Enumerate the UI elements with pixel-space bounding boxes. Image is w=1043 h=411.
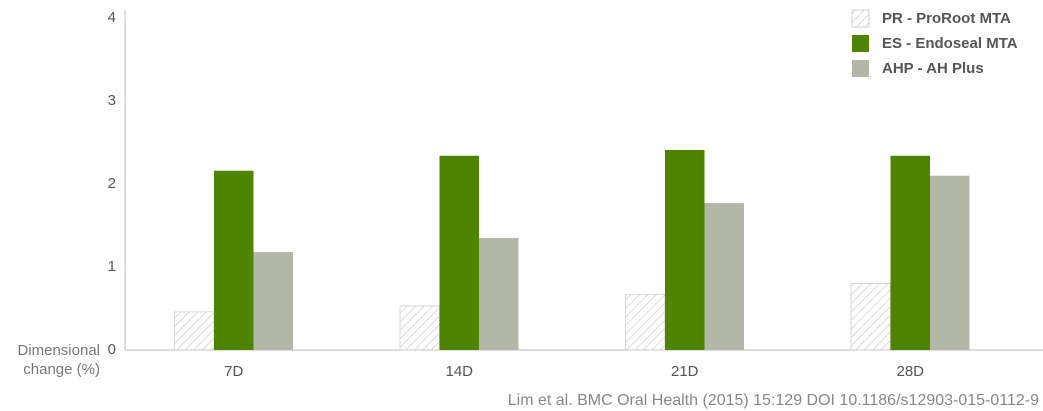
bar	[704, 203, 744, 350]
y-tick-label: 4	[108, 9, 116, 26]
bar	[890, 155, 930, 350]
y-tick-label: 3	[108, 92, 116, 109]
legend-swatch	[852, 35, 869, 52]
legend-label: PR - ProRoot MTA	[882, 10, 1011, 27]
legend-swatch	[851, 9, 870, 28]
bar	[625, 293, 666, 351]
y-tick-label: 2	[108, 175, 116, 192]
x-tick-label: 21D	[671, 363, 699, 380]
legend-swatch	[852, 60, 869, 77]
legend-label: AHP - AH Plus	[882, 60, 984, 77]
bar	[439, 155, 479, 350]
bar	[399, 305, 440, 351]
bar	[930, 175, 970, 350]
bar	[253, 252, 293, 350]
y-tick-label: 0	[108, 341, 116, 358]
y-tick-label: 1	[108, 258, 116, 275]
bar	[665, 149, 705, 350]
bar	[479, 237, 519, 350]
bar	[174, 311, 215, 351]
source-note: Lim et al. BMC Oral Health (2015) 15:129…	[507, 392, 1039, 409]
y-axis-label: Dimensional change (%)	[17, 342, 100, 378]
legend-label: ES - Endoseal MTA	[882, 35, 1018, 52]
x-tick-label: 28D	[896, 363, 924, 380]
bar	[214, 170, 254, 350]
x-tick-label: 14D	[445, 363, 473, 380]
bar	[850, 283, 891, 351]
x-tick-label: 7D	[224, 363, 243, 380]
